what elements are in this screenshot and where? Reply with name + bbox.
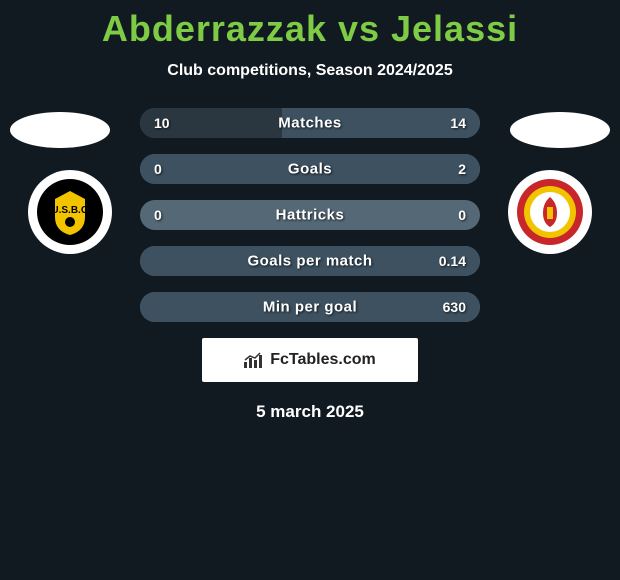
- stat-value-right: 2: [458, 161, 466, 177]
- stat-value-right: 0: [458, 207, 466, 223]
- right-club-logo: [508, 170, 592, 254]
- stat-label: Matches: [140, 115, 480, 132]
- stat-row: Matches10 14: [140, 108, 480, 138]
- brand-text: FcTables.com: [270, 351, 376, 369]
- stat-row: Goals0 2: [140, 154, 480, 184]
- stat-value-left: 10: [154, 115, 170, 131]
- brand-box[interactable]: FcTables.com: [202, 338, 418, 382]
- stat-row: Min per goal630: [140, 292, 480, 322]
- stat-row: Hattricks0 0: [140, 200, 480, 230]
- stat-value-right: 0.14: [439, 253, 466, 269]
- left-club-logo: U.S.B.G: [28, 170, 112, 254]
- page-title: Abderrazzak vs Jelassi: [0, 0, 620, 50]
- stat-row: Goals per match0.14: [140, 246, 480, 276]
- stat-value-left: 0: [154, 207, 162, 223]
- stat-value-left: 0: [154, 161, 162, 177]
- stat-bars: Matches1014Goals02Hattricks00Goals per m…: [140, 108, 480, 322]
- left-player-ellipse: [10, 112, 110, 148]
- stat-label: Goals: [140, 161, 480, 178]
- subtitle: Club competitions, Season 2024/2025: [0, 62, 620, 80]
- stat-label: Min per goal: [140, 299, 480, 316]
- comparison-content: U.S.B.G Matches1014Goals02Hattricks00Goa…: [0, 108, 620, 422]
- stat-value-right: 14: [450, 115, 466, 131]
- stat-label: Goals per match: [140, 253, 480, 270]
- right-player-ellipse: [510, 112, 610, 148]
- date-text: 5 march 2025: [0, 402, 620, 422]
- chart-icon: [244, 352, 264, 368]
- stat-value-right: 630: [443, 299, 466, 315]
- stat-label: Hattricks: [140, 207, 480, 224]
- svg-text:U.S.B.G: U.S.B.G: [51, 205, 88, 216]
